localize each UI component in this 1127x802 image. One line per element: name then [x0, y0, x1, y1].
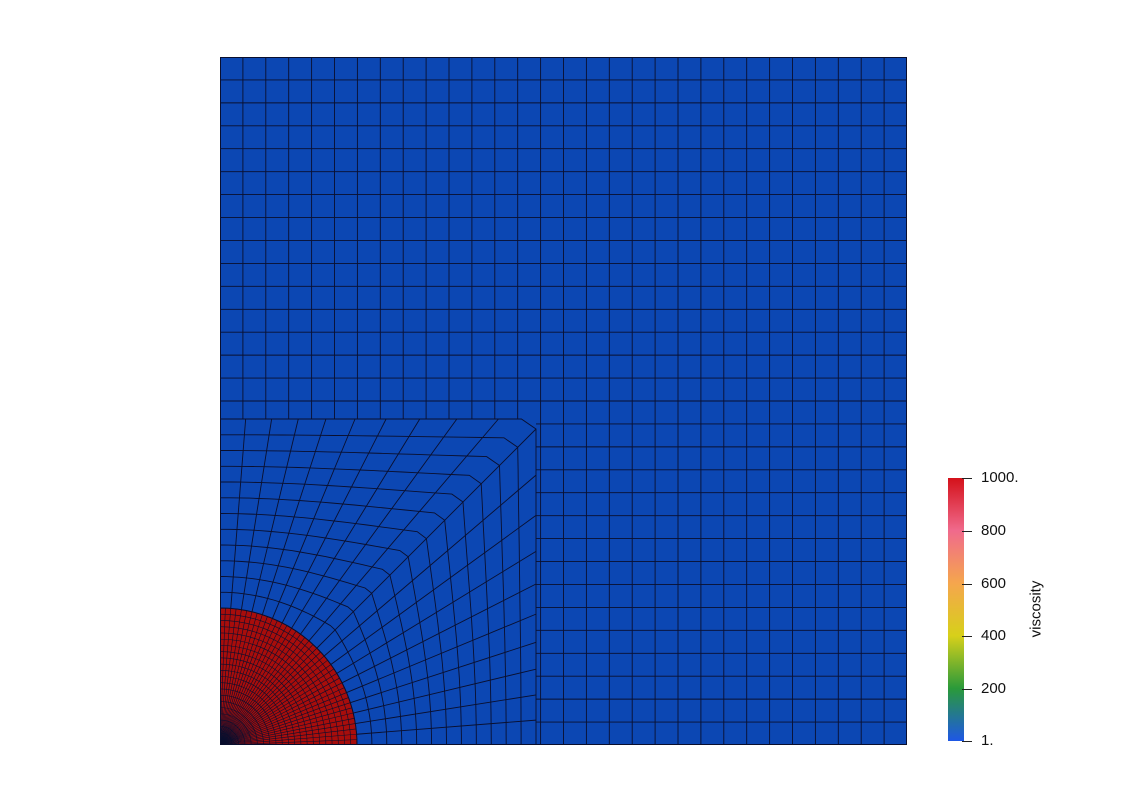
colorbar-gradient: [948, 478, 964, 741]
domain-border: [220, 57, 907, 745]
colorbar-title: viscosity: [1027, 580, 1045, 638]
colorbar-tick-mark: [962, 478, 972, 479]
colorbar-tick-label: 1.: [981, 732, 994, 749]
colorbar-tick-label: 800: [981, 522, 1007, 539]
colorbar-tick-mark: [962, 741, 972, 742]
colorbar-tick-label: 400: [981, 627, 1007, 644]
colorbar-tick-mark: [962, 689, 972, 690]
colorbar-tick-label: 1000.: [981, 469, 1019, 486]
colorbar-tick-mark: [962, 636, 972, 637]
colorbar-tick-mark: [962, 531, 972, 532]
mesh-lines: [220, 57, 907, 745]
mesh-plot[interactable]: [220, 57, 907, 745]
colorbar-tick-label: 600: [981, 575, 1007, 592]
colorbar-tick-label: 200: [981, 680, 1007, 697]
colorbar-tick-mark: [962, 584, 972, 585]
